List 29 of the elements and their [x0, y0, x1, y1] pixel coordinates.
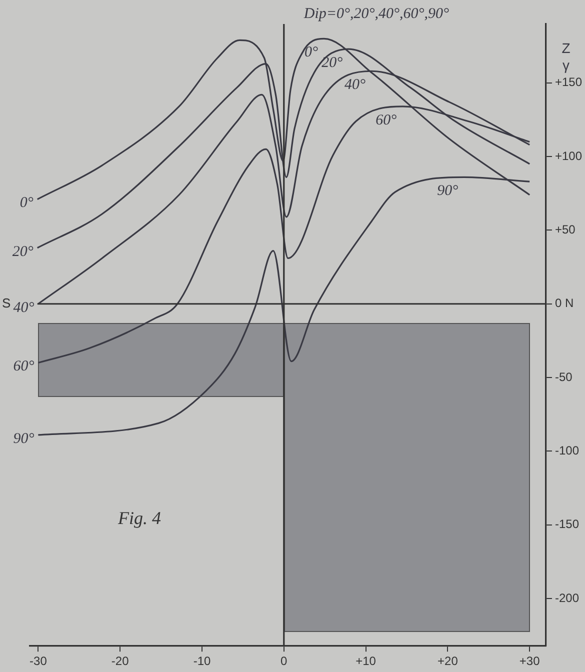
- y-tick-label: -50: [554, 370, 573, 384]
- x-tick-label: -10: [193, 654, 211, 668]
- x-tick-label: -30: [30, 654, 48, 668]
- chart-title: Dip=0°,20°,40°,60°,90°: [302, 6, 450, 22]
- annotation: Fig. 4: [118, 508, 161, 529]
- text: 0°: [20, 195, 34, 212]
- y-tick-label: -200: [554, 590, 580, 605]
- text: 20°: [12, 244, 34, 260]
- text: 90°: [13, 430, 34, 447]
- y-tick-label: +150: [554, 75, 582, 90]
- x-tick-label: 0: [280, 654, 288, 668]
- x-tick-label: +10: [356, 654, 376, 668]
- y-tick-label: 0 N: [554, 296, 574, 310]
- text: 40°: [13, 300, 34, 316]
- x-tick-label: -20: [111, 654, 130, 668]
- y-tick-label: +100: [554, 148, 582, 163]
- series-label: 40°: [344, 77, 366, 94]
- y-tick-label: -100: [554, 443, 580, 458]
- y-tick-label: +50: [554, 222, 576, 237]
- y-axis-title: Z γ: [562, 40, 571, 73]
- series-label: 0°: [304, 44, 318, 61]
- series-label: 20°: [322, 54, 343, 71]
- x-tick-label: +20: [438, 654, 458, 668]
- ref-line-label: S: [2, 295, 11, 310]
- series-label: 90°: [437, 183, 458, 200]
- x-tick-label: +30: [519, 654, 540, 668]
- y-tick-label: -150: [554, 517, 580, 532]
- series-label: 60°: [376, 112, 397, 128]
- text: 60°: [13, 358, 34, 375]
